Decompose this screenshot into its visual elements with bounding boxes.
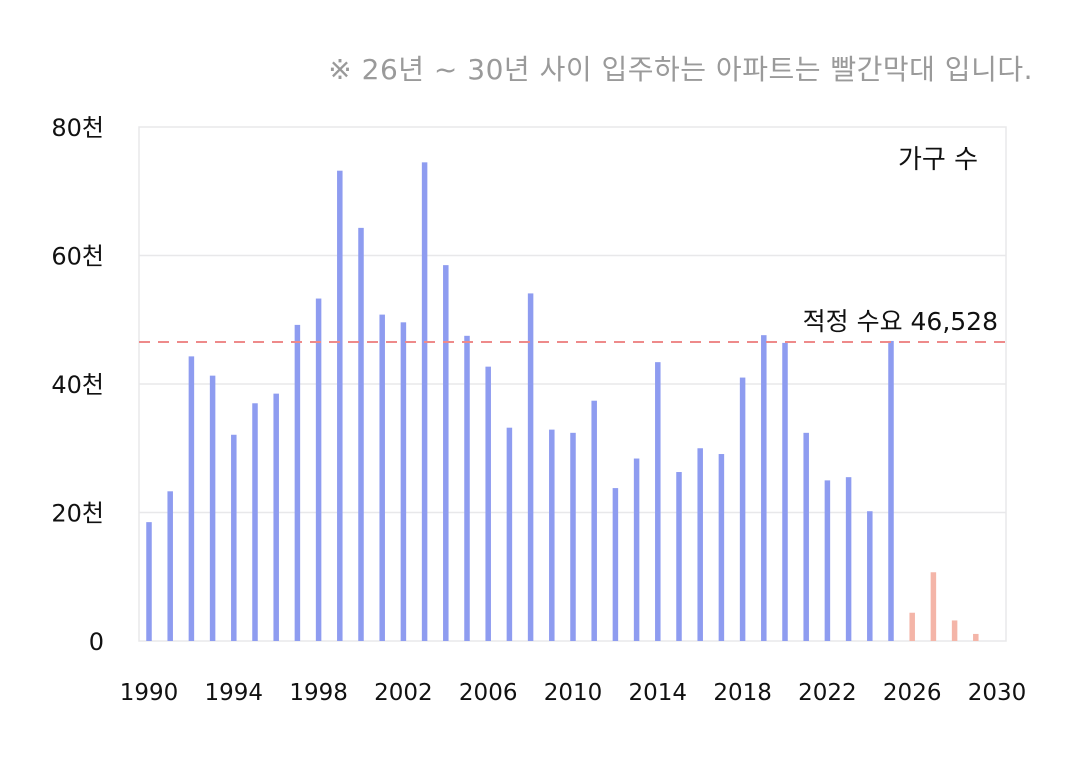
bar-2007 bbox=[506, 427, 513, 641]
bar-2025 bbox=[888, 340, 894, 641]
bar-2019 bbox=[761, 335, 767, 641]
bar-1995 bbox=[252, 403, 258, 641]
bar-2006 bbox=[485, 366, 491, 641]
y-tick-label: 0 bbox=[89, 628, 104, 656]
bar-2000 bbox=[358, 227, 364, 641]
bar-1994 bbox=[231, 434, 237, 641]
x-tick-label: 2030 bbox=[968, 680, 1027, 706]
bar-2028 bbox=[951, 620, 958, 641]
reference-line-label: 적정 수요 46,528 bbox=[803, 307, 998, 336]
x-tick-label: 2002 bbox=[374, 680, 433, 706]
x-tick-label: 2014 bbox=[629, 680, 688, 706]
bar-2013 bbox=[633, 458, 640, 641]
x-axis: 1990 1994 1998 2002 2006 2010 2014 2018 2022 2026… bbox=[120, 680, 1027, 706]
bar-2009 bbox=[549, 429, 555, 641]
bar-2005 bbox=[464, 335, 470, 641]
bar-2024 bbox=[867, 511, 873, 641]
x-tick-label: 2018 bbox=[713, 680, 772, 706]
bar-2014 bbox=[655, 362, 661, 641]
x-tick-label: 1994 bbox=[205, 680, 264, 706]
bar-1998 bbox=[315, 298, 322, 641]
y-tick-label: 80천 bbox=[51, 114, 104, 142]
bar-2001 bbox=[379, 314, 385, 641]
bar-1993 bbox=[209, 375, 216, 641]
bar-2010 bbox=[570, 432, 576, 641]
bar-2020 bbox=[782, 342, 788, 641]
bar-1991 bbox=[167, 491, 173, 641]
bar-2022 bbox=[824, 480, 831, 641]
bar-2002 bbox=[400, 322, 407, 641]
y-tick-label: 40천 bbox=[51, 371, 104, 399]
bar-2023 bbox=[845, 477, 852, 641]
bar-2018 bbox=[739, 377, 746, 641]
bar-1997 bbox=[294, 324, 301, 641]
bar-2027 bbox=[930, 572, 937, 641]
bar-1990 bbox=[146, 522, 152, 641]
bar-2029 bbox=[973, 633, 979, 641]
bar-2012 bbox=[612, 488, 619, 641]
x-tick-label: 1990 bbox=[120, 680, 179, 706]
bar-2015 bbox=[676, 472, 682, 641]
bar-2008 bbox=[527, 293, 534, 641]
x-tick-label: 2010 bbox=[544, 680, 603, 706]
legend-label: 가구 수 bbox=[898, 145, 978, 175]
x-tick-label: 2022 bbox=[798, 680, 857, 706]
bar-1999 bbox=[337, 170, 343, 641]
bar-2017 bbox=[718, 454, 725, 641]
bar-1996 bbox=[273, 393, 279, 641]
bar-2011 bbox=[591, 400, 597, 641]
chart-note: ※ 26년 ~ 30년 사이 입주하는 아파트는 빨간막대 입니다. bbox=[328, 53, 1033, 86]
bar-2003 bbox=[421, 162, 428, 641]
y-tick-label: 60천 bbox=[51, 243, 104, 271]
x-tick-label: 2026 bbox=[883, 680, 942, 706]
y-tick-label: 20천 bbox=[51, 500, 104, 528]
bar-1992 bbox=[188, 356, 195, 641]
bar-2021 bbox=[803, 432, 809, 641]
x-tick-label: 1998 bbox=[289, 680, 348, 706]
bars bbox=[146, 162, 979, 641]
bar-2004 bbox=[443, 265, 449, 641]
y-axis: 0 20천 40천 60천 80천 bbox=[51, 114, 104, 656]
bar-2016 bbox=[697, 448, 703, 641]
x-tick-label: 2006 bbox=[459, 680, 518, 706]
bar-2026 bbox=[909, 612, 915, 641]
